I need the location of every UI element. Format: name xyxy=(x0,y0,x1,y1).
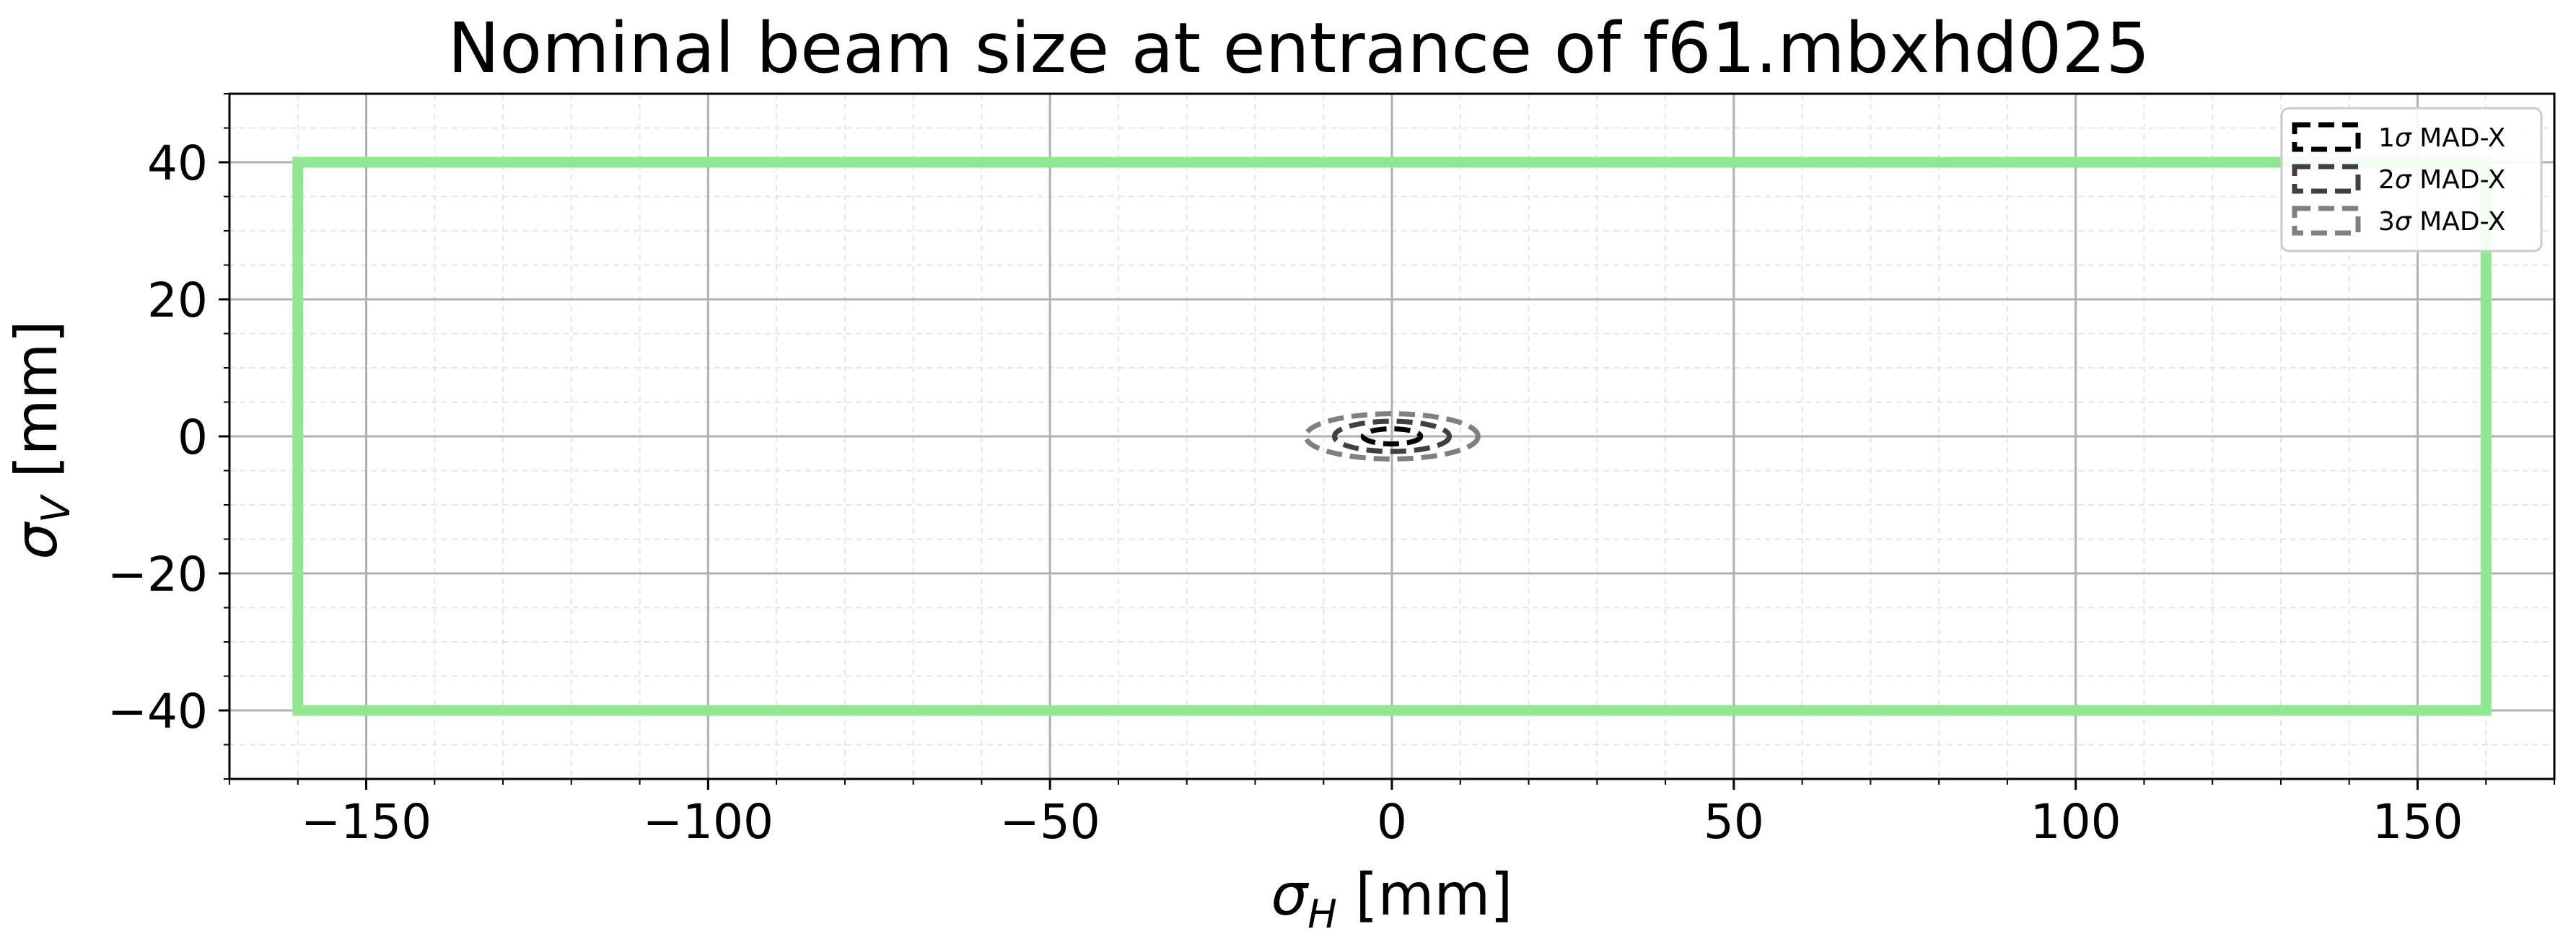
legend-box xyxy=(2280,107,2543,252)
legend: 1σ MAD-X 2σ MAD-X 3σ MAD-X xyxy=(2280,107,2543,252)
axis-ticks xyxy=(219,93,2555,790)
x-axis-label-subscript: H xyxy=(1307,891,1337,937)
x-axis-label-unit: [mm] xyxy=(1337,861,1513,928)
x-axis-label: σH [mm] xyxy=(1271,861,1512,937)
y-axis-label-subscript: V xyxy=(33,493,79,523)
x-tick-label: −50 xyxy=(1000,794,1100,850)
legend-swatch-3 xyxy=(2292,206,2361,236)
x-tick-label: 50 xyxy=(1704,794,1764,850)
legend-swatch-1 xyxy=(2292,122,2361,152)
y-tick-label: 40 xyxy=(147,136,208,191)
legend-label-2: 2σ MAD-X xyxy=(2378,165,2505,195)
legend-label-1: 1σ MAD-X xyxy=(2378,123,2505,153)
sigma-ellipse-1 xyxy=(1360,426,1424,446)
x-axis-label-symbol: σ xyxy=(1271,861,1309,928)
legend-swatch-2 xyxy=(2292,164,2361,194)
x-tick-label: 150 xyxy=(2372,794,2463,850)
series-layer xyxy=(1303,411,1481,462)
y-axis-label-symbol: σ xyxy=(3,521,70,560)
x-tick-labels: −150 −100 −50 0 50 100 150 xyxy=(301,794,2463,850)
x-tick-label: −150 xyxy=(301,794,431,850)
legend-label-3: 3σ MAD-X xyxy=(2378,207,2505,237)
sigma-ellipse-2 xyxy=(1331,418,1453,454)
legend-items: 1σ MAD-X 2σ MAD-X 3σ MAD-X xyxy=(2292,122,2505,237)
y-tick-label: −40 xyxy=(108,684,208,739)
y-tick-label: 20 xyxy=(147,273,208,328)
y-tick-labels: −40 −20 0 20 40 xyxy=(108,136,208,739)
y-tick-label: −20 xyxy=(108,547,208,602)
sigma-ellipse-3 xyxy=(1303,411,1481,462)
chart-title: Nominal beam size at entrance of f61.mbx… xyxy=(448,8,2150,89)
x-tick-label: 100 xyxy=(2030,794,2121,850)
y-axis-label-unit: [mm] xyxy=(3,320,70,496)
aperture-layer xyxy=(292,157,2492,716)
aperture-rectangle xyxy=(292,157,2492,716)
x-tick-label: −100 xyxy=(643,794,774,850)
y-tick-label: 0 xyxy=(178,410,208,465)
y-axis-label: σV [mm] xyxy=(3,320,79,559)
x-tick-label: 0 xyxy=(1377,794,1407,850)
